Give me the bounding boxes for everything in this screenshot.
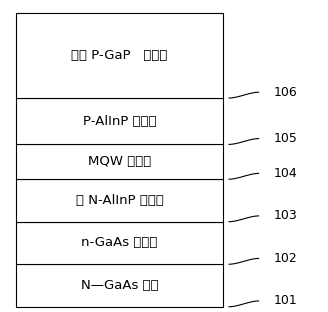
Text: n-GaAs 缓冲层: n-GaAs 缓冲层	[81, 236, 158, 250]
Text: 103: 103	[274, 209, 297, 222]
Text: P-AlInP 限制层: P-AlInP 限制层	[83, 115, 156, 128]
FancyBboxPatch shape	[16, 98, 223, 144]
Text: MQW 发光层: MQW 发光层	[88, 155, 151, 168]
Text: N—GaAs 衬底: N—GaAs 衬底	[81, 279, 158, 292]
Text: 较厚 P-GaP   窗口层: 较厚 P-GaP 窗口层	[72, 49, 168, 62]
Text: 102: 102	[274, 252, 297, 265]
FancyBboxPatch shape	[16, 179, 223, 222]
Text: 薄 N-AlInP 限制层: 薄 N-AlInP 限制层	[76, 194, 164, 207]
Text: 106: 106	[274, 86, 297, 99]
Text: 105: 105	[274, 132, 297, 145]
FancyBboxPatch shape	[16, 13, 223, 98]
FancyBboxPatch shape	[16, 264, 223, 307]
FancyBboxPatch shape	[16, 222, 223, 264]
FancyBboxPatch shape	[16, 144, 223, 179]
Text: 101: 101	[274, 295, 297, 307]
Text: 104: 104	[274, 167, 297, 180]
